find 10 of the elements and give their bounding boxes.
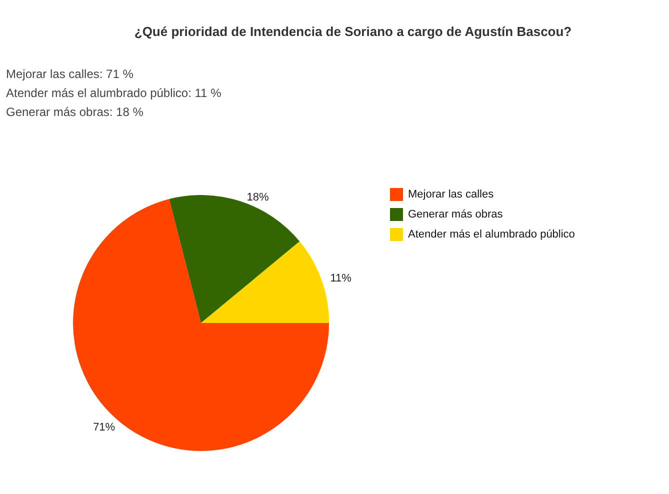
legend-label: Generar más obras <box>408 208 504 220</box>
data-label: 71% <box>93 421 116 434</box>
data-label: 11% <box>330 272 352 284</box>
chart-title: ¿Qué prioridad de Intendencia de Soriano a cargo de Agustín Bascou? <box>134 24 572 39</box>
text: Mejorar las calles: 71 % <box>6 67 134 81</box>
text: Generar más obras: 18 % <box>6 105 144 119</box>
legend-label: Atender más el alumbrado público <box>408 228 575 240</box>
text: Atender más el alumbrado público: 11 % <box>6 86 222 100</box>
legend-label: Mejorar las calles <box>408 188 494 200</box>
data-label: 18% <box>246 191 270 204</box>
